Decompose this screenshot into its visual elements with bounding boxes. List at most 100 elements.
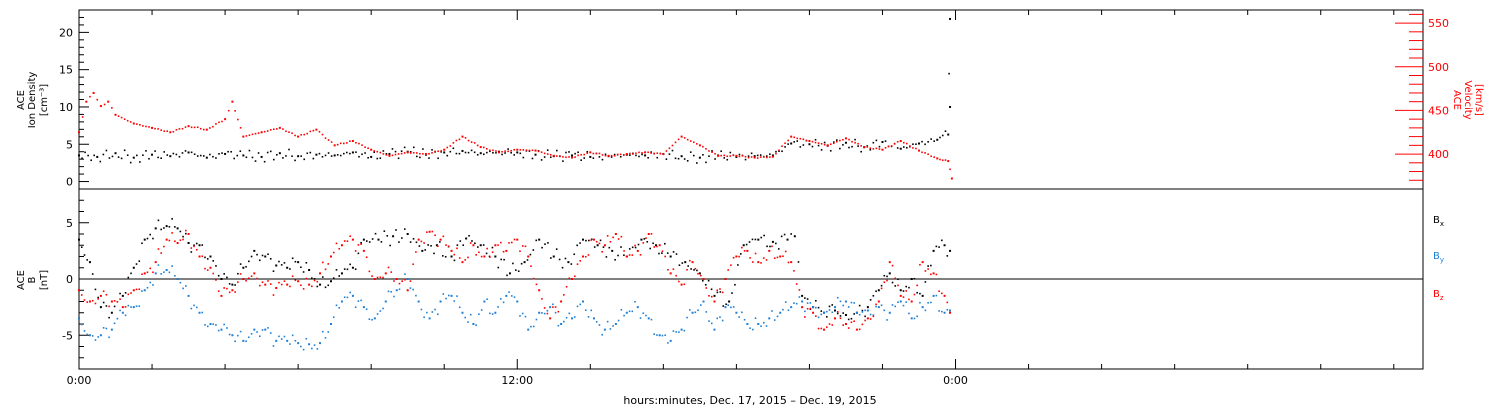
density-point xyxy=(924,143,926,146)
velocity-point xyxy=(467,139,470,142)
bz-point xyxy=(773,257,776,260)
bz-point xyxy=(590,239,593,241)
density-point xyxy=(899,147,902,150)
x-tick-label: 0:00 xyxy=(943,374,968,387)
velocity-point xyxy=(556,155,558,157)
velocity-point xyxy=(431,152,433,154)
bz-point xyxy=(902,296,905,298)
bx-point xyxy=(124,292,127,294)
velocity-point xyxy=(78,131,80,134)
bx-point xyxy=(297,261,300,264)
velocity-point xyxy=(893,143,896,145)
bz-point xyxy=(78,289,80,292)
density-point xyxy=(918,142,920,145)
by-point xyxy=(382,307,384,310)
bz-point xyxy=(141,273,143,275)
velocity-point xyxy=(750,156,753,158)
density-point xyxy=(556,149,558,152)
density-point xyxy=(248,149,251,152)
bz-point xyxy=(625,255,628,258)
velocity-point xyxy=(288,131,290,133)
density-point xyxy=(941,134,944,137)
bx-point xyxy=(783,233,786,236)
by-point xyxy=(768,317,771,320)
bx-point xyxy=(280,264,283,266)
velocity-point xyxy=(89,95,91,98)
bz-point xyxy=(532,277,535,280)
bz-point xyxy=(886,279,888,282)
bz-point xyxy=(434,234,436,237)
bx-point xyxy=(655,244,658,247)
bz-point xyxy=(779,255,782,258)
density-point xyxy=(756,154,759,157)
bz-point xyxy=(215,279,217,281)
by-point xyxy=(360,299,362,302)
top-right-tick-label: 450 xyxy=(1428,104,1449,117)
bx-point xyxy=(409,241,412,243)
by-point xyxy=(669,339,672,342)
velocity-point xyxy=(832,142,835,145)
by-point xyxy=(793,302,795,304)
bx-point xyxy=(234,284,236,286)
bx-point xyxy=(430,245,432,247)
by-point xyxy=(689,309,691,311)
bx-point xyxy=(157,219,160,222)
bz-point xyxy=(130,292,132,294)
bx-point xyxy=(362,238,365,241)
by-point xyxy=(935,294,938,297)
by-point xyxy=(592,317,595,320)
by-point xyxy=(275,339,278,342)
bz-point xyxy=(527,255,530,258)
bz-point xyxy=(297,280,300,283)
velocity-point xyxy=(175,128,178,131)
bz-point xyxy=(351,238,354,241)
by-point xyxy=(351,294,354,297)
velocity-point xyxy=(321,133,324,136)
by-point xyxy=(779,311,782,314)
bz-point xyxy=(823,328,826,331)
bz-point xyxy=(300,284,302,287)
bz-point xyxy=(406,289,409,292)
velocity-point xyxy=(379,151,382,154)
density-point xyxy=(775,150,777,153)
velocity-point xyxy=(625,153,628,156)
bz-point xyxy=(516,238,519,241)
density-point xyxy=(759,154,762,156)
velocity-point xyxy=(844,137,847,140)
bz-point xyxy=(497,244,499,246)
by-point xyxy=(428,317,431,320)
bz-point xyxy=(340,244,343,247)
velocity-point xyxy=(126,119,129,122)
bx-point xyxy=(786,238,789,241)
bx-point xyxy=(135,263,138,265)
by-point xyxy=(762,321,765,324)
density-point xyxy=(799,146,802,148)
by-point xyxy=(461,311,464,314)
bx-point xyxy=(570,263,573,265)
by-point xyxy=(579,303,582,306)
by-point xyxy=(743,318,746,321)
density-point xyxy=(196,155,199,157)
velocity-point xyxy=(702,145,704,148)
bx-point xyxy=(564,257,567,260)
by-point xyxy=(483,300,486,303)
velocity-point xyxy=(403,152,406,154)
bx-point xyxy=(91,273,94,275)
density-point xyxy=(373,151,376,154)
velocity-point xyxy=(552,154,555,157)
velocity-point xyxy=(419,152,421,155)
bx-point xyxy=(365,240,368,242)
bz-point xyxy=(365,256,368,259)
bx-point xyxy=(839,315,842,317)
velocity-point xyxy=(117,115,120,118)
bz-point xyxy=(256,277,258,280)
bx-point xyxy=(462,244,465,246)
bz-point xyxy=(404,278,406,281)
by-point xyxy=(804,310,806,313)
density-point xyxy=(613,153,616,156)
bz-point xyxy=(861,323,864,326)
density-point xyxy=(580,159,582,161)
bz-point xyxy=(379,276,382,279)
by-point xyxy=(582,300,584,303)
